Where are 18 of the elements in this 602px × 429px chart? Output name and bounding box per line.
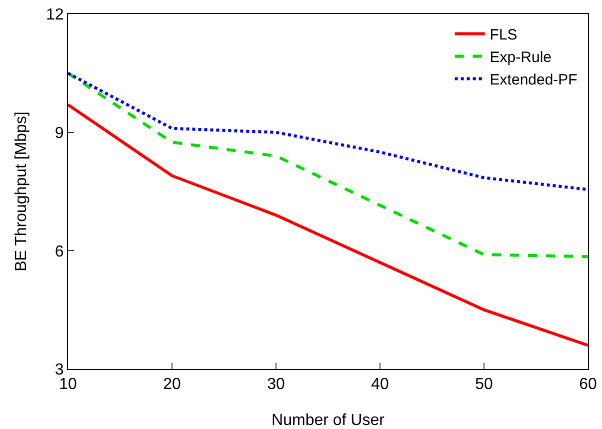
x-tick-label: 60 — [579, 376, 597, 394]
legend-label: Extended-PF — [490, 72, 578, 89]
y-tick-label: 6 — [54, 243, 64, 260]
legend-label: FLS — [490, 26, 518, 44]
x-tick-label: 30 — [267, 376, 285, 394]
y-tick-label: 12 — [46, 6, 64, 24]
x-axis-title: Number of User — [272, 412, 386, 429]
x-tick-label: 20 — [163, 376, 181, 394]
line-series — [68, 72, 588, 258]
y-tick-label: 9 — [54, 124, 64, 142]
y-axis-title: BE Throughput [Mbps] — [13, 112, 30, 272]
line-series — [68, 103, 588, 347]
legend-label: Exp-Rule — [490, 49, 552, 66]
y-tick-label: 3 — [54, 362, 64, 379]
x-tick-label: 50 — [475, 376, 493, 394]
line-series — [68, 72, 588, 192]
x-tick-label: 10 — [59, 376, 77, 394]
x-tick-label: 40 — [371, 376, 389, 394]
